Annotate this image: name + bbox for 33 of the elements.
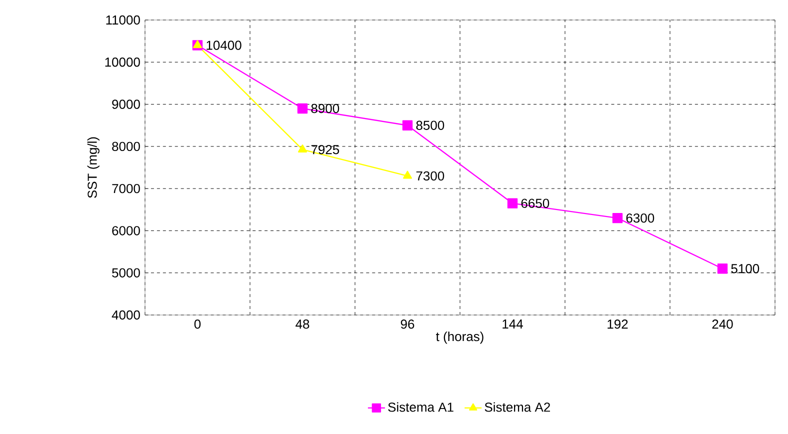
- data-label: 7925: [311, 144, 340, 154]
- data-label: 10400: [206, 40, 242, 50]
- y-tick-label: 11000: [106, 15, 140, 25]
- point: [507, 198, 518, 208]
- point: [717, 264, 728, 274]
- data-label: 8500: [416, 120, 444, 130]
- point: [403, 170, 412, 179]
- point: [402, 120, 413, 130]
- y-tick-label: 5000: [112, 268, 140, 278]
- y-tick-label: 9000: [112, 100, 140, 109]
- data-label: 7300: [416, 171, 444, 181]
- data-label: 5100: [731, 264, 760, 274]
- y-axis-title: SST (mg/l): [87, 137, 100, 198]
- data-label: 6300: [626, 213, 654, 223]
- x-tick-label: 0: [194, 320, 201, 329]
- data-label: 8900: [311, 104, 340, 114]
- data-label: 6650: [521, 198, 550, 208]
- legend-label: Sistema A1: [388, 402, 454, 412]
- y-tick-label: 4000: [112, 310, 140, 320]
- y-tick-label: 6000: [112, 226, 140, 236]
- y-tick-label: 7000: [112, 184, 140, 194]
- point: [297, 103, 308, 114]
- x-tick-label: 144: [502, 320, 523, 328]
- point: [298, 144, 307, 152]
- x-tick-label: 96: [400, 320, 414, 329]
- x-axis-title: t (horas): [436, 332, 484, 344]
- y-tick-label: 8000: [112, 142, 140, 152]
- x-tick-label: 192: [608, 320, 628, 329]
- x-tick-label: 240: [712, 320, 733, 329]
- legend-label: Sistema A2: [484, 402, 550, 412]
- y-tick-label: 10000: [105, 58, 140, 67]
- point: [612, 212, 623, 224]
- x-tick-label: 48: [296, 320, 310, 329]
